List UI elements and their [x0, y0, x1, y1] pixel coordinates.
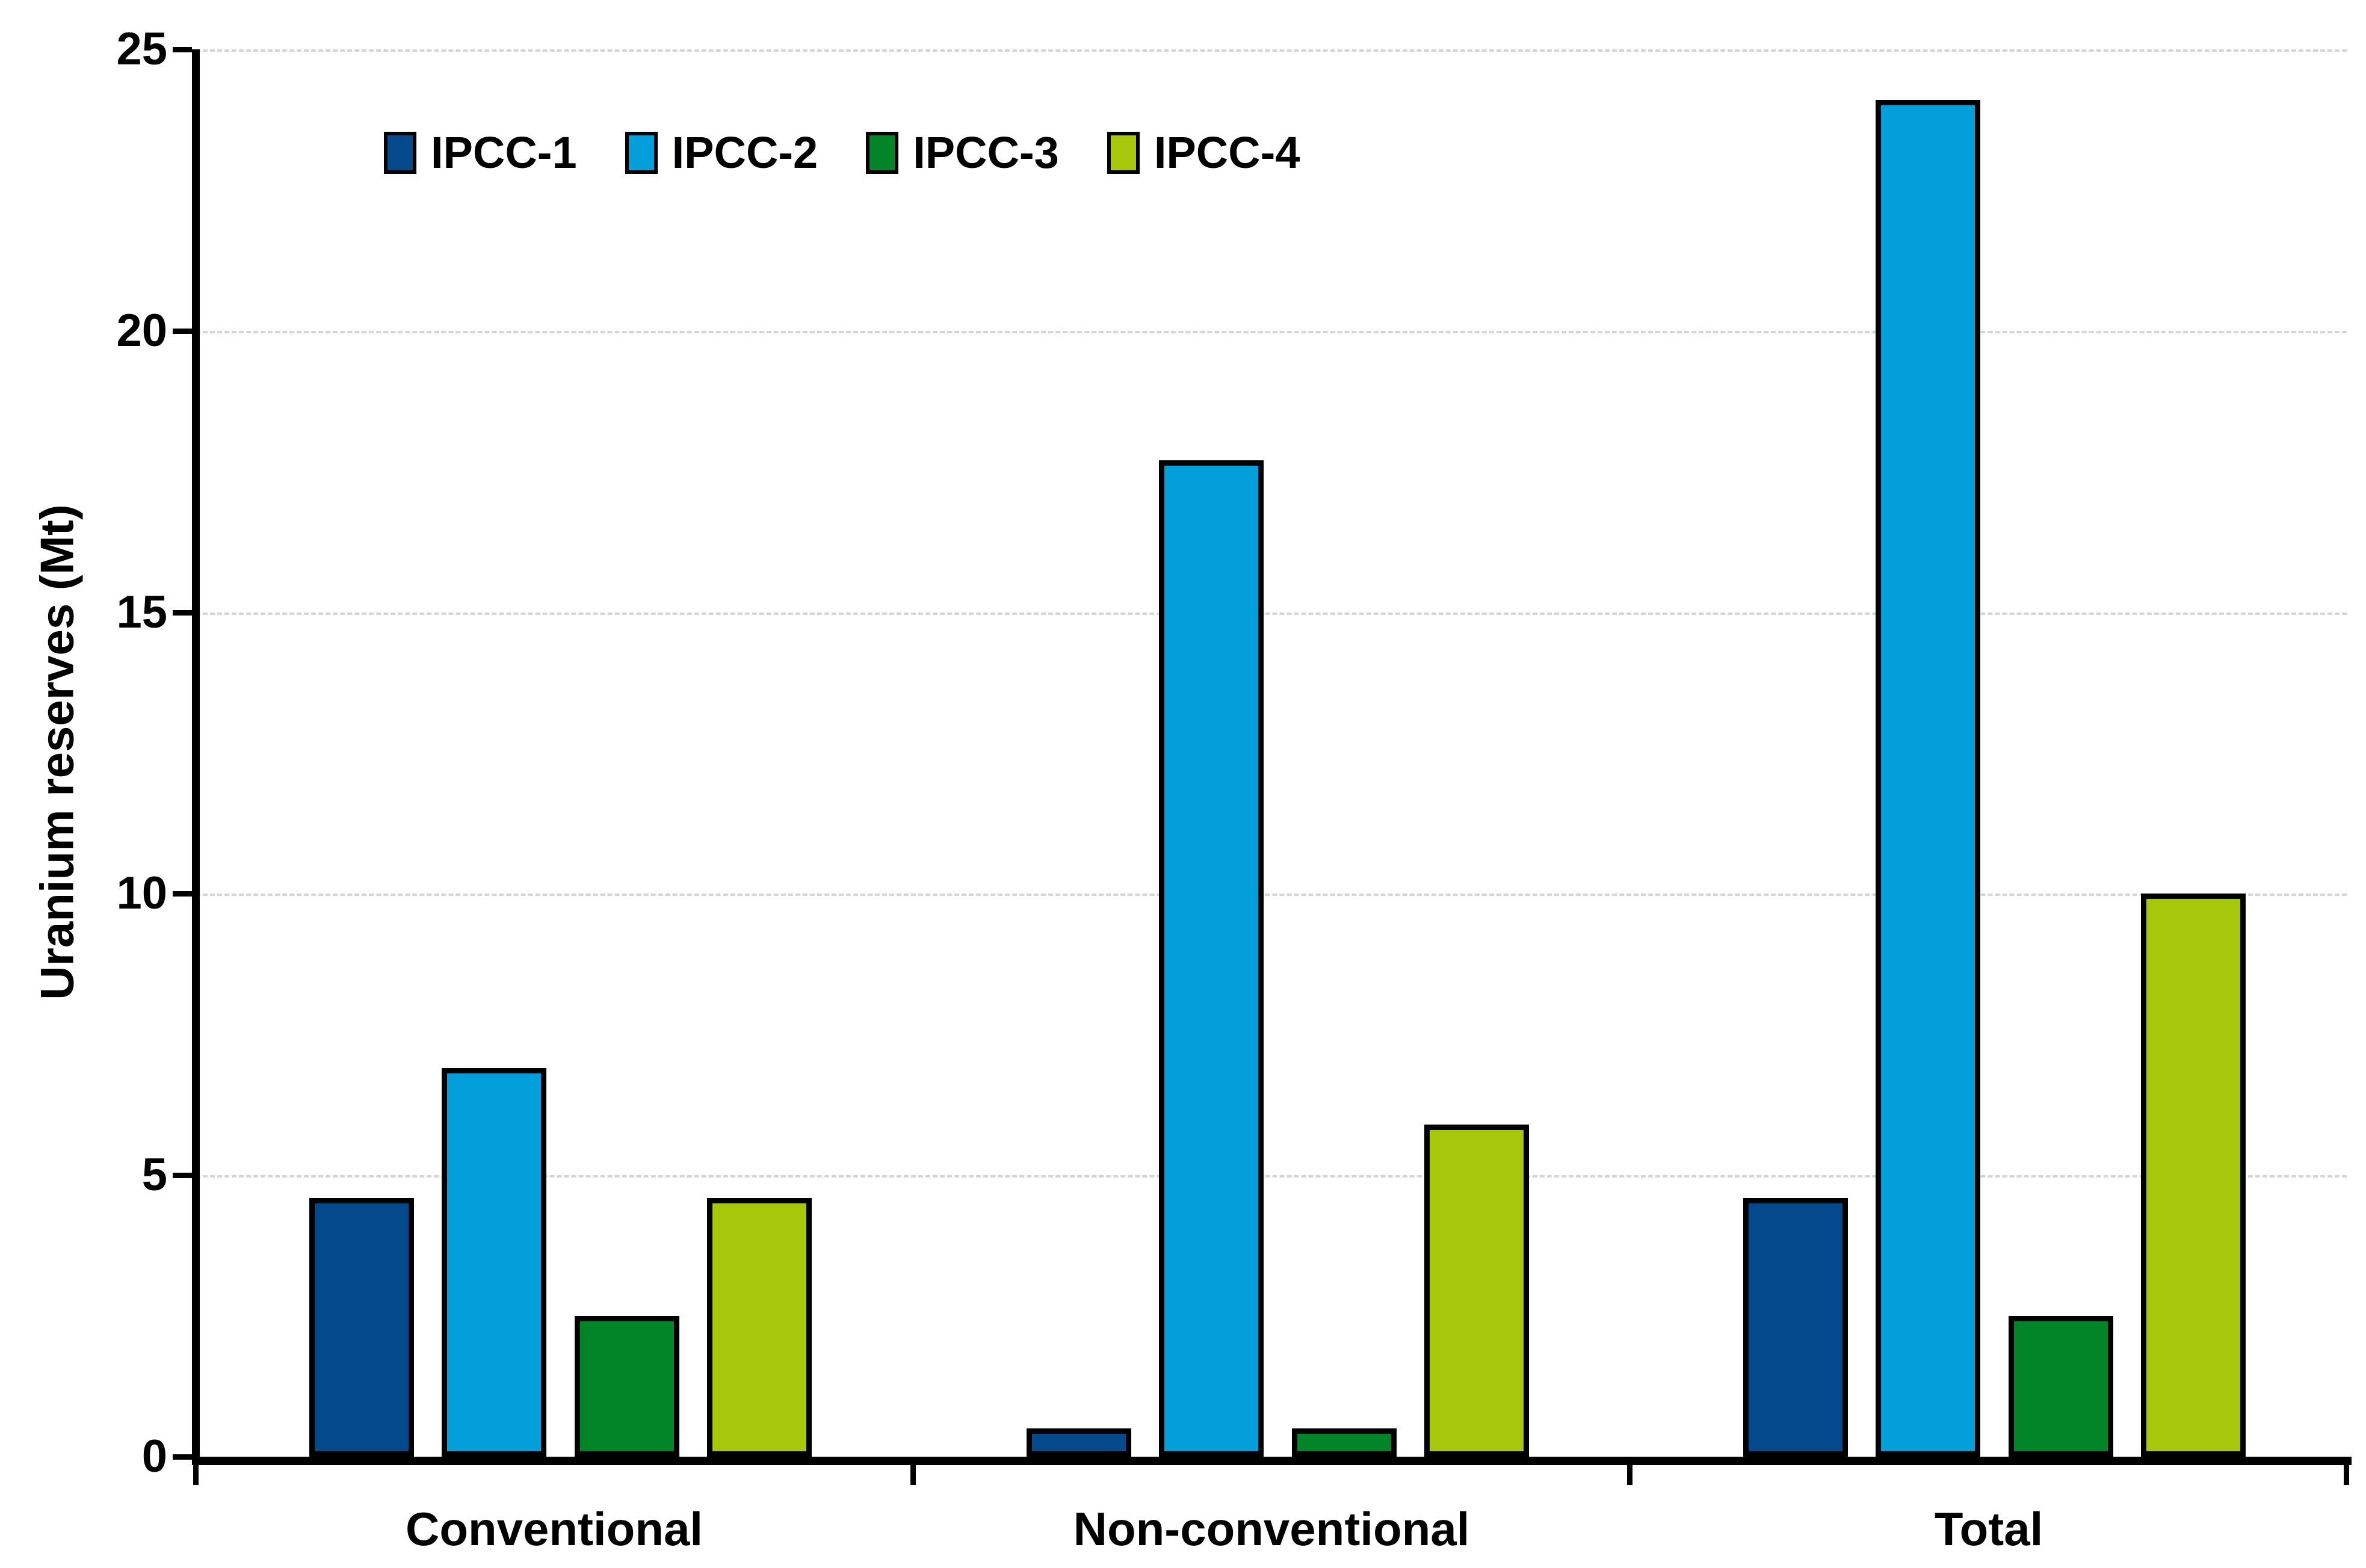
- legend-label-ipcc-3: IPCC-3: [913, 128, 1059, 177]
- y-tick-10: [173, 891, 192, 897]
- category-label-non-conventional: Non-conventional: [1073, 1502, 1470, 1555]
- bar-non-conventional-ipcc-3: [1292, 1428, 1397, 1457]
- bar-total-ipcc-4: [2141, 894, 2246, 1457]
- bar-conventional-ipcc-2: [442, 1068, 546, 1457]
- legend-swatch-ipcc-4: [1107, 132, 1140, 174]
- bar-total-ipcc-3: [2009, 1316, 2113, 1457]
- legend-item-ipcc-3: IPCC-3: [866, 128, 1059, 178]
- bar-non-conventional-ipcc-1: [1027, 1428, 1131, 1457]
- bar-total-ipcc-1: [1743, 1198, 1848, 1457]
- bar-non-conventional-ipcc-2: [1159, 460, 1264, 1457]
- y-tick-label-5: 5: [141, 1149, 167, 1200]
- legend-label-ipcc-4: IPCC-4: [1154, 128, 1300, 177]
- x-axis-line: [192, 1457, 2352, 1465]
- y-tick-20: [173, 329, 192, 334]
- legend-label-ipcc-2: IPCC-2: [672, 128, 818, 177]
- bar-non-conventional-ipcc-4: [1424, 1125, 1529, 1457]
- category-label-conventional: Conventional: [405, 1502, 703, 1555]
- bar-group-non-conventional: [913, 49, 1630, 1457]
- gridline-5: [196, 1175, 2347, 1178]
- legend-swatch-ipcc-1: [384, 132, 416, 174]
- legend-swatch-ipcc-2: [625, 132, 658, 174]
- y-tick-label-15: 15: [116, 587, 167, 638]
- bar-group-conventional: [196, 49, 913, 1457]
- y-tick-0: [173, 1454, 192, 1460]
- y-tick-label-25: 25: [116, 23, 167, 75]
- x-tick-right-edge: [2344, 1465, 2349, 1485]
- y-axis-line: [192, 49, 200, 1465]
- x-tick-boundary-1: [910, 1465, 916, 1485]
- x-tick-left-edge: [193, 1465, 199, 1485]
- y-tick-label-20: 20: [116, 305, 167, 356]
- plot-area: [196, 49, 2347, 1457]
- bar-conventional-ipcc-3: [575, 1316, 679, 1457]
- gridline-15: [196, 613, 2347, 615]
- y-tick-25: [173, 47, 192, 52]
- category-label-total: Total: [1934, 1502, 2043, 1555]
- legend-item-ipcc-1: IPCC-1: [384, 128, 577, 178]
- y-tick-label-0: 0: [141, 1431, 167, 1482]
- y-tick-5: [173, 1173, 192, 1178]
- bar-group-total: [1629, 49, 2347, 1457]
- y-tick-label-10: 10: [116, 868, 167, 919]
- gridline-20: [196, 331, 2347, 333]
- y-axis-title: Uranium reserves (Mt): [30, 504, 84, 1000]
- bar-conventional-ipcc-4: [707, 1198, 812, 1457]
- gridline-25: [196, 49, 2347, 52]
- gridline-10: [196, 894, 2347, 896]
- y-tick-15: [173, 610, 192, 616]
- bar-total-ipcc-2: [1876, 100, 1980, 1457]
- legend-label-ipcc-1: IPCC-1: [431, 128, 577, 177]
- legend-item-ipcc-2: IPCC-2: [625, 128, 818, 178]
- legend-item-ipcc-4: IPCC-4: [1107, 128, 1300, 178]
- legend: IPCC-1 IPCC-2 IPCC-3 IPCC-4: [384, 128, 1300, 178]
- bar-conventional-ipcc-1: [309, 1198, 414, 1457]
- legend-swatch-ipcc-3: [866, 132, 899, 174]
- x-tick-boundary-2: [1627, 1465, 1632, 1485]
